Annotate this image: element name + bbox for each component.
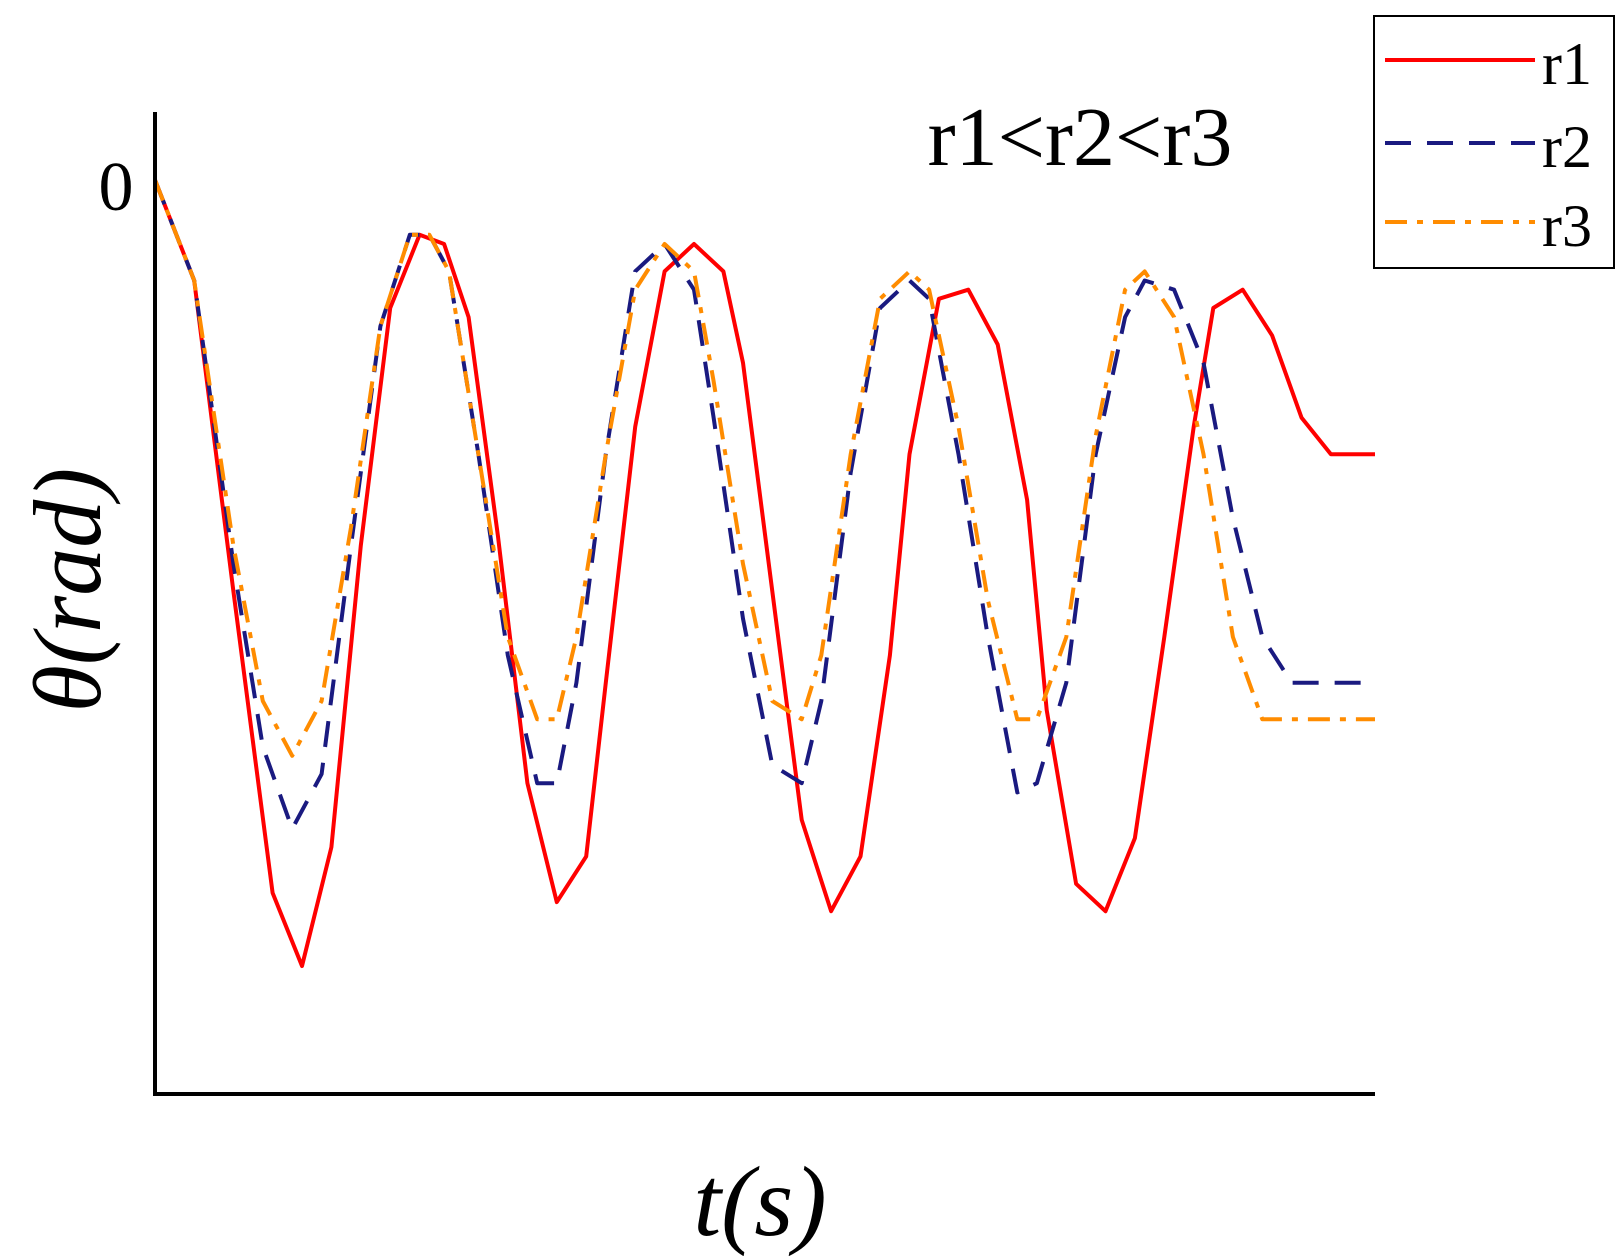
legend-label-r2: r2 xyxy=(1542,114,1592,180)
series-line-r1 xyxy=(153,179,1375,968)
y-tick-label-zero: 0 xyxy=(99,149,134,226)
legend: r1 r2 r3 xyxy=(1373,15,1615,269)
legend-label-r3: r3 xyxy=(1542,193,1592,259)
x-axis-label: t(s) xyxy=(693,1146,826,1256)
series-line-r3 xyxy=(153,179,1375,758)
y-axis-label: θ(rad) xyxy=(14,468,121,712)
series-layer xyxy=(153,179,1375,968)
series-line-r2 xyxy=(153,179,1375,831)
chart-annotation: r1<r2<r3 xyxy=(928,91,1233,184)
legend-label-r1: r1 xyxy=(1542,31,1592,97)
